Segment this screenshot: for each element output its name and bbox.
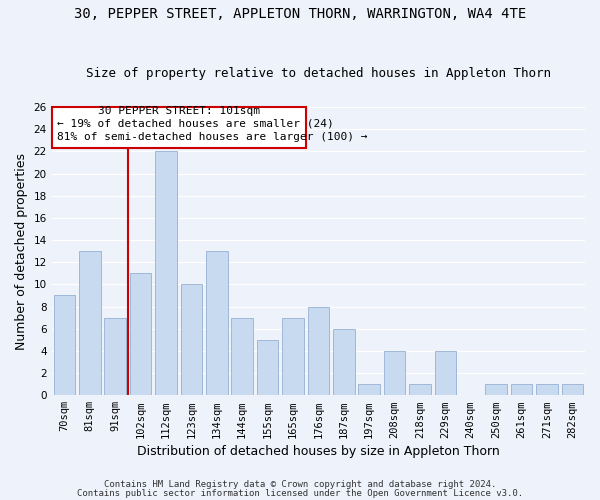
Text: 30 PEPPER STREET: 101sqm: 30 PEPPER STREET: 101sqm [98,106,260,117]
Bar [333,328,355,395]
Bar [53,296,75,395]
Bar [79,251,101,395]
Text: Contains public sector information licensed under the Open Government Licence v3: Contains public sector information licen… [77,489,523,498]
Bar [282,318,304,395]
Bar [485,384,507,395]
Bar [562,384,583,395]
Bar [409,384,431,395]
Text: ← 19% of detached houses are smaller (24): ← 19% of detached houses are smaller (24… [57,118,334,128]
Bar [130,274,151,395]
Bar [384,351,406,395]
Y-axis label: Number of detached properties: Number of detached properties [15,152,28,350]
Bar [232,318,253,395]
Bar [206,251,227,395]
Bar [511,384,532,395]
Bar [434,351,456,395]
Bar [155,152,177,395]
Bar [358,384,380,395]
Text: 30, PEPPER STREET, APPLETON THORN, WARRINGTON, WA4 4TE: 30, PEPPER STREET, APPLETON THORN, WARRI… [74,8,526,22]
Bar [257,340,278,395]
FancyBboxPatch shape [52,107,305,148]
Text: Contains HM Land Registry data © Crown copyright and database right 2024.: Contains HM Land Registry data © Crown c… [104,480,496,489]
X-axis label: Distribution of detached houses by size in Appleton Thorn: Distribution of detached houses by size … [137,444,500,458]
Text: 81% of semi-detached houses are larger (100) →: 81% of semi-detached houses are larger (… [57,132,367,142]
Bar [536,384,557,395]
Title: Size of property relative to detached houses in Appleton Thorn: Size of property relative to detached ho… [86,66,551,80]
Bar [104,318,126,395]
Bar [181,284,202,395]
Bar [308,306,329,395]
